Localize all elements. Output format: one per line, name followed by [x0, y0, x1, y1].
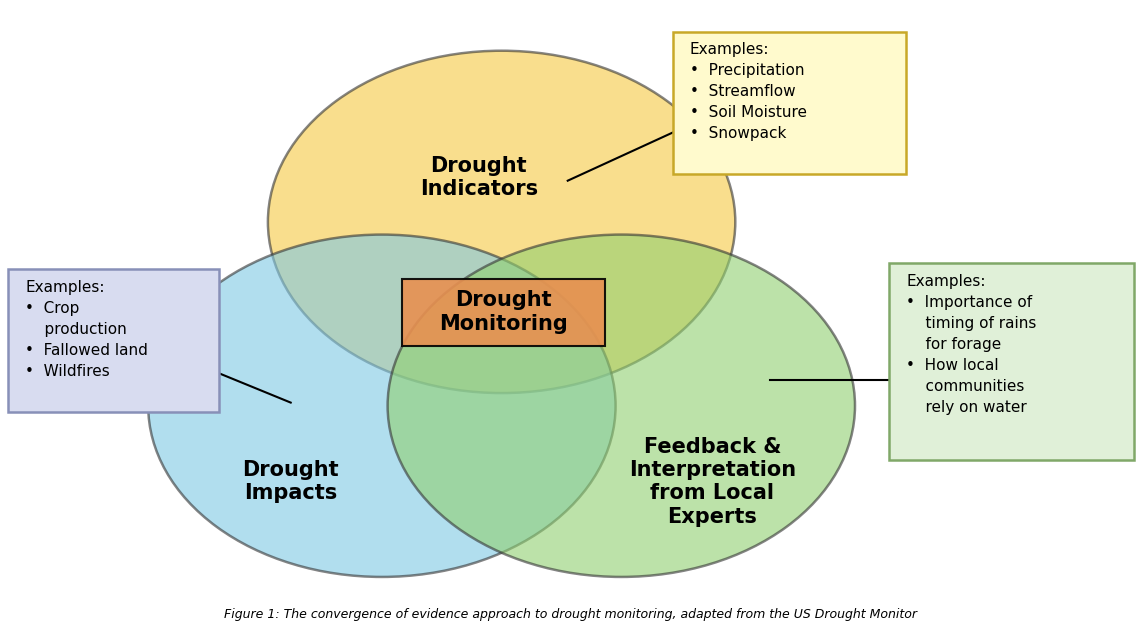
- Text: Feedback &
Interpretation
from Local
Experts: Feedback & Interpretation from Local Exp…: [629, 437, 796, 527]
- Text: Figure 1: The convergence of evidence approach to drought monitoring, adapted fr: Figure 1: The convergence of evidence ap…: [223, 608, 917, 621]
- FancyBboxPatch shape: [673, 32, 906, 174]
- Ellipse shape: [268, 51, 735, 393]
- Text: Drought
Impacts: Drought Impacts: [243, 460, 339, 503]
- FancyBboxPatch shape: [402, 279, 605, 346]
- Text: Examples:
•  Precipitation
•  Streamflow
•  Soil Moisture
•  Snowpack: Examples: • Precipitation • Streamflow •…: [690, 42, 807, 141]
- Text: Examples:
•  Crop
    production
•  Fallowed land
•  Wildfires: Examples: • Crop production • Fallowed l…: [25, 280, 148, 379]
- FancyBboxPatch shape: [889, 263, 1134, 460]
- Text: Drought
Indicators: Drought Indicators: [420, 156, 538, 199]
- Ellipse shape: [148, 235, 616, 577]
- Text: Examples:
•  Importance of
    timing of rains
    for forage
•  How local
    c: Examples: • Importance of timing of rain…: [906, 274, 1036, 415]
- Ellipse shape: [388, 235, 855, 577]
- Text: Drought
Monitoring: Drought Monitoring: [440, 290, 568, 333]
- FancyBboxPatch shape: [8, 269, 219, 412]
